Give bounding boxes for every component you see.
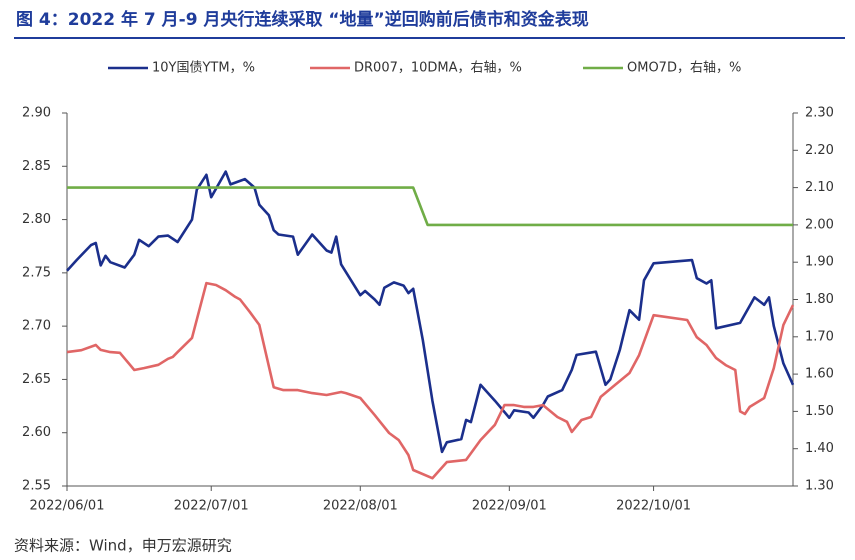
y-tick-label: 2.80 (22, 212, 51, 227)
y2-tick-label: 1.70 (805, 329, 834, 344)
y-tick-label: 2.70 (22, 319, 51, 334)
y-tick-label: 2.75 (22, 265, 51, 280)
x-tick-label: 2022/07/01 (174, 499, 249, 514)
chart-title: 图 4：2022 年 7 月-9 月央行连续采取 “地量”逆回购前后债市和资金表… (16, 9, 589, 30)
y2-tick-label: 1.50 (805, 404, 834, 419)
x-tick-label: 2022/08/01 (323, 499, 398, 514)
y-tick-label: 2.60 (22, 425, 51, 440)
y2-tick-label: 2.20 (805, 143, 834, 158)
y2-tick-label: 2.10 (805, 180, 834, 195)
y2-tick-label: 1.90 (805, 255, 834, 270)
y2-tick-label: 1.80 (805, 292, 834, 307)
y-tick-label: 2.85 (22, 159, 51, 174)
x-tick-label: 2022/09/01 (472, 499, 547, 514)
y2-tick-label: 2.30 (805, 106, 834, 121)
series-line (66, 281, 795, 480)
x-tick-label: 2022/06/01 (30, 499, 105, 514)
y2-tick-label: 1.60 (805, 367, 834, 382)
y-tick-label: 2.90 (22, 106, 51, 121)
y-tick-label: 2.55 (22, 479, 51, 494)
x-tick-label: 2022/10/01 (616, 499, 691, 514)
legend-label: OMO7D，右轴，% (627, 61, 741, 76)
y2-tick-label: 1.30 (805, 479, 834, 494)
legend-label: 10Y国债YTM，% (152, 61, 255, 76)
legend-label: DR007，10DMA，右轴，% (354, 61, 522, 76)
series-line (66, 170, 795, 454)
source-note: 资料来源：Wind，申万宏源研究 (14, 537, 232, 555)
y2-tick-label: 2.00 (805, 217, 834, 232)
series-line (67, 186, 793, 227)
y2-tick-label: 1.40 (805, 441, 834, 456)
y-tick-label: 2.65 (22, 372, 51, 387)
